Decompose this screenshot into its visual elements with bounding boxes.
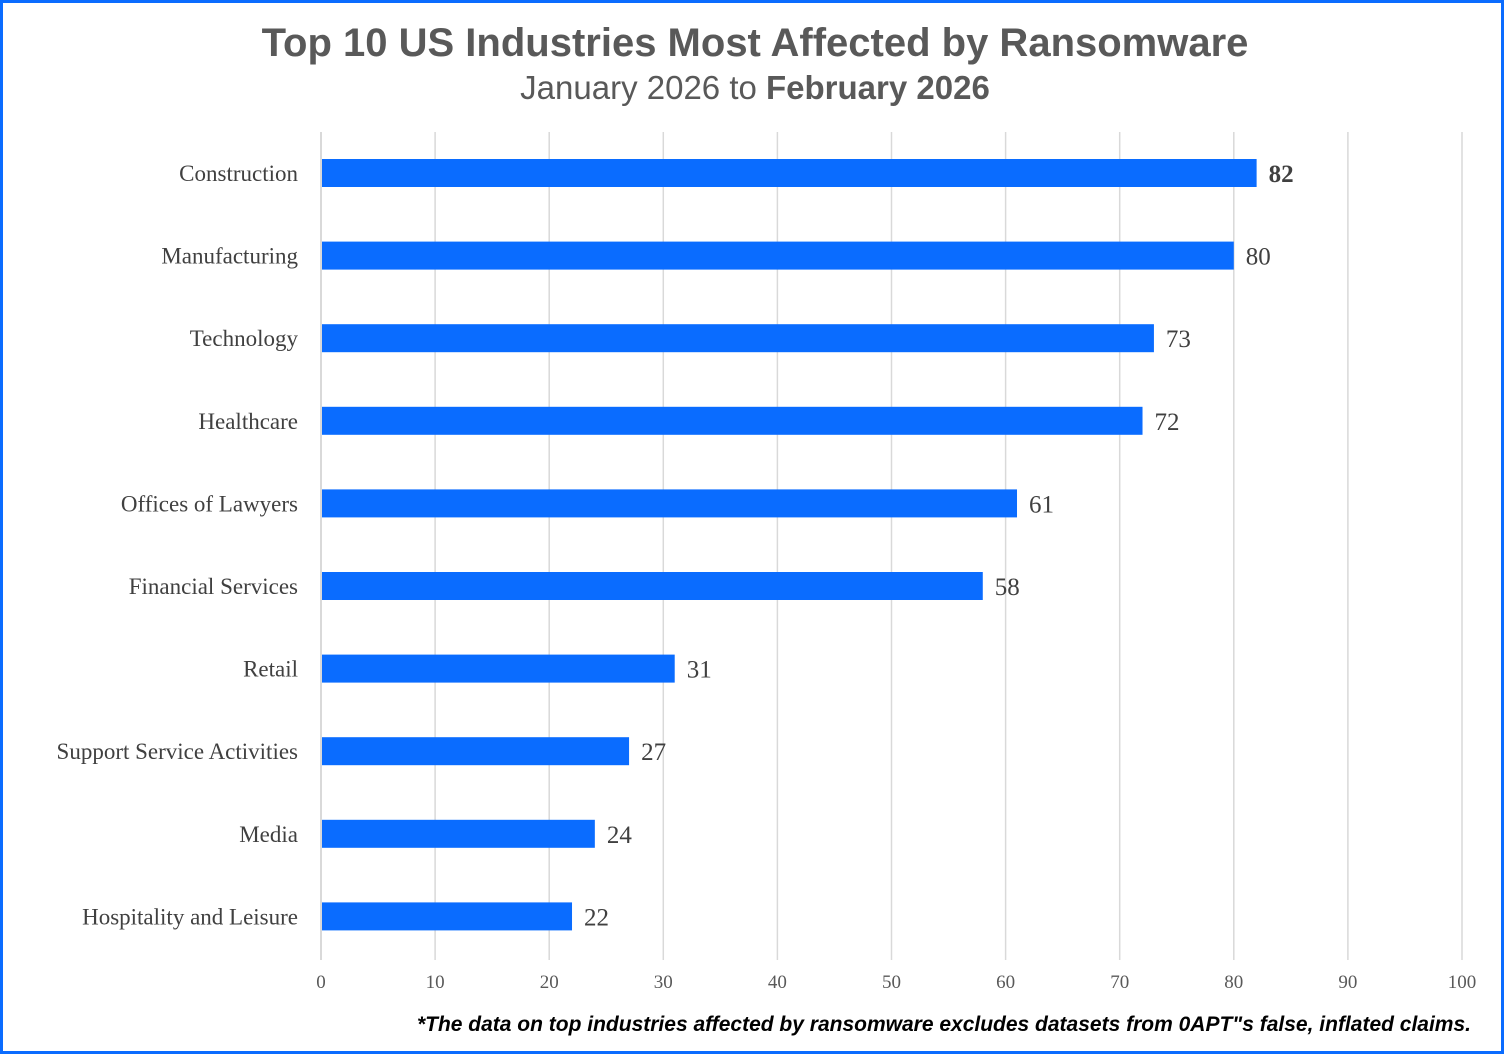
category-label: Hospitality and Leisure xyxy=(82,904,298,929)
x-tick-label: 80 xyxy=(1224,972,1243,993)
category-label: Financial Services xyxy=(129,574,298,599)
data-label: 73 xyxy=(1166,326,1191,353)
bar xyxy=(322,159,1257,187)
x-tick-label: 0 xyxy=(316,972,326,993)
chart-title: Top 10 US Industries Most Affected by Ra… xyxy=(261,21,1249,65)
footnote: *The data on top industries affected by … xyxy=(416,1013,1471,1036)
data-label: 82 xyxy=(1269,161,1294,188)
data-label: 61 xyxy=(1029,491,1054,518)
category-label: Offices of Lawyers xyxy=(121,491,298,516)
category-label: Healthcare xyxy=(198,409,298,434)
data-label: 31 xyxy=(687,657,712,684)
data-label: 22 xyxy=(584,904,609,931)
x-tick-label: 70 xyxy=(1110,972,1129,993)
chart-subtitle: January 2026 to February 2026 xyxy=(3,69,1501,107)
x-tick-label: 50 xyxy=(882,972,901,993)
bar xyxy=(322,324,1154,353)
data-label: 27 xyxy=(641,739,666,766)
category-label: Retail xyxy=(243,657,298,682)
bar xyxy=(322,489,1018,518)
category-label: Media xyxy=(239,822,298,847)
data-label: 58 xyxy=(995,574,1020,601)
subtitle-bold: February 2026 xyxy=(766,69,990,106)
data-label: 80 xyxy=(1246,244,1271,271)
x-tick-label: 100 xyxy=(1448,972,1477,993)
category-label: Support Service Activities xyxy=(57,739,299,764)
bar xyxy=(322,902,573,931)
category-label: Manufacturing xyxy=(161,244,298,269)
x-tick-label: 10 xyxy=(426,972,445,993)
x-tick-label: 20 xyxy=(540,972,559,993)
data-label: 72 xyxy=(1155,409,1180,436)
bar xyxy=(322,737,630,766)
x-tick-label: 60 xyxy=(996,972,1015,993)
bar xyxy=(322,654,675,683)
subtitle-regular: January 2026 to xyxy=(520,69,757,106)
category-label: Construction xyxy=(179,161,298,186)
bar xyxy=(322,572,983,600)
category-label: Technology xyxy=(190,326,299,351)
bar xyxy=(322,241,1234,270)
x-tick-label: 90 xyxy=(1338,972,1357,993)
bar xyxy=(322,406,1143,435)
x-tick-label: 30 xyxy=(654,972,673,993)
bar xyxy=(322,819,595,848)
x-tick-label: 40 xyxy=(768,972,787,993)
data-label: 24 xyxy=(607,822,633,849)
